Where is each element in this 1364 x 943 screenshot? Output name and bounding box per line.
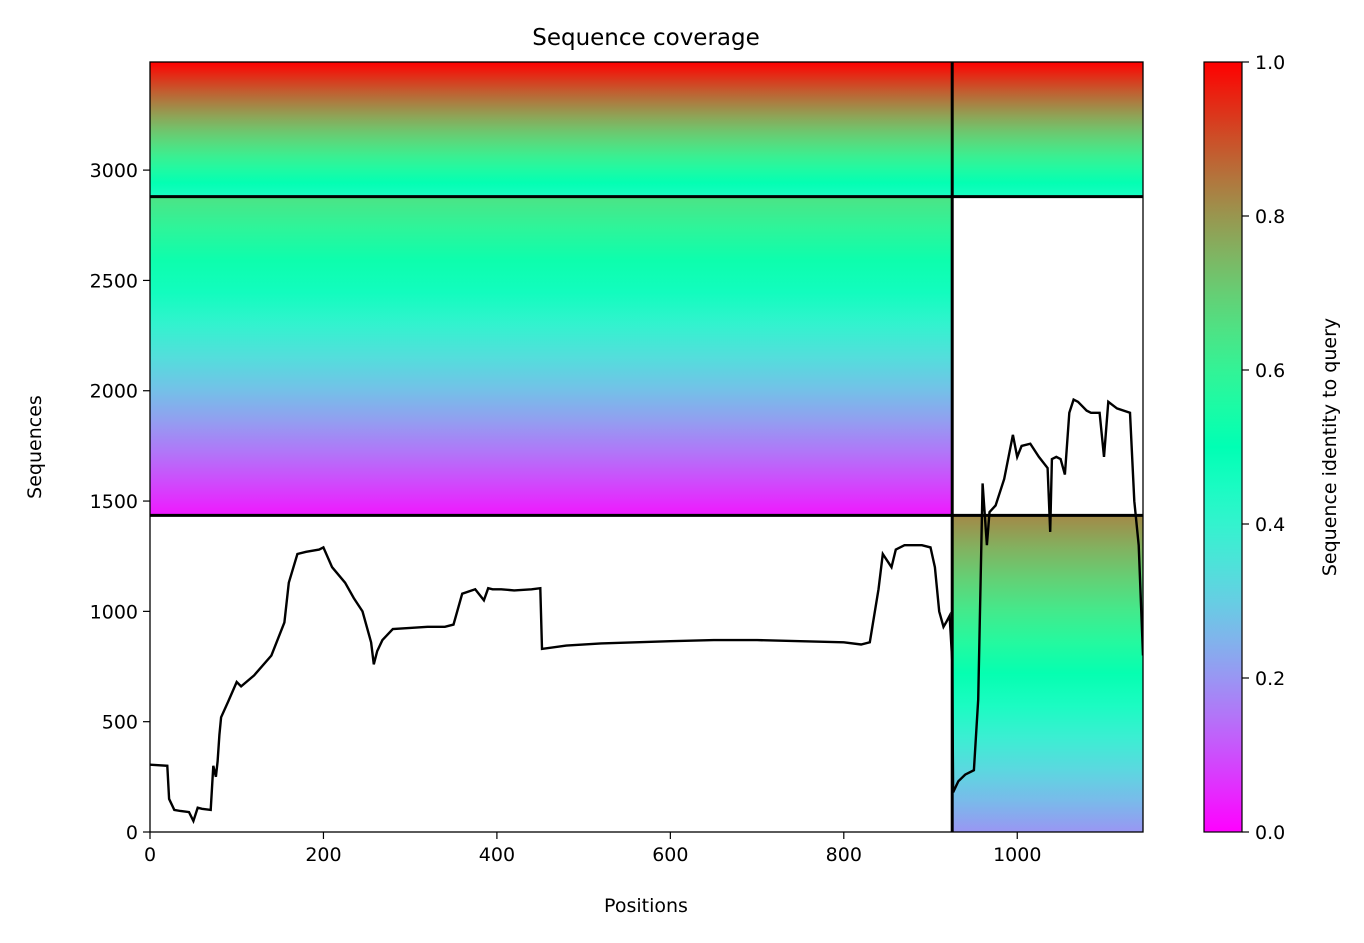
colorbar-axis: 0.0 0.2 0.4 0.6 0.8 1.0 bbox=[1242, 52, 1285, 844]
y-tick-label: 0 bbox=[126, 822, 138, 844]
chain-2-group-3-block bbox=[952, 62, 1143, 197]
y-tick-label: 500 bbox=[102, 712, 138, 734]
x-tick-label: 200 bbox=[305, 844, 341, 866]
plot-area bbox=[150, 62, 1143, 832]
x-axis-label: Positions bbox=[604, 895, 688, 917]
y-tick-label: 1000 bbox=[90, 601, 138, 623]
plot-frame bbox=[149, 61, 1144, 833]
y-axis: 0 500 1000 1500 2000 2500 3000 bbox=[90, 160, 150, 844]
x-tick-label: 0 bbox=[144, 844, 156, 866]
y-tick-label: 2500 bbox=[90, 270, 138, 292]
x-tick-label: 600 bbox=[652, 844, 688, 866]
colorbar-frame bbox=[1203, 61, 1243, 833]
colorbar-tick-label: 1.0 bbox=[1255, 52, 1285, 74]
colorbar-tick-label: 0.6 bbox=[1255, 360, 1285, 382]
colorbar-tick-label: 0.8 bbox=[1255, 206, 1285, 228]
x-tick-label: 800 bbox=[826, 844, 862, 866]
chain-1-group-2-block bbox=[150, 196, 953, 516]
colorbar-tick-label: 0.2 bbox=[1255, 668, 1285, 690]
y-tick-label: 3000 bbox=[90, 160, 138, 182]
y-tick-label: 2000 bbox=[90, 381, 138, 403]
x-tick-label: 400 bbox=[479, 844, 515, 866]
colorbar-label: Sequence identity to query bbox=[1319, 318, 1341, 576]
y-tick-label: 1500 bbox=[90, 491, 138, 513]
chain-1-group-3-block bbox=[150, 62, 953, 197]
colorbar bbox=[1204, 62, 1242, 832]
y-axis-label: Sequences bbox=[24, 395, 46, 499]
x-tick-label: 1000 bbox=[993, 844, 1041, 866]
x-axis: 0 200 400 600 800 1000 bbox=[144, 832, 1041, 866]
colorbar-tick-label: 0.4 bbox=[1255, 514, 1285, 536]
colorbar-tick-label: 0.0 bbox=[1255, 822, 1285, 844]
chart-title: Sequence coverage bbox=[532, 25, 760, 51]
coverage-blocks bbox=[150, 62, 1143, 832]
chain-2-group-1-block bbox=[952, 515, 1143, 832]
coverage-line bbox=[150, 397, 1143, 825]
